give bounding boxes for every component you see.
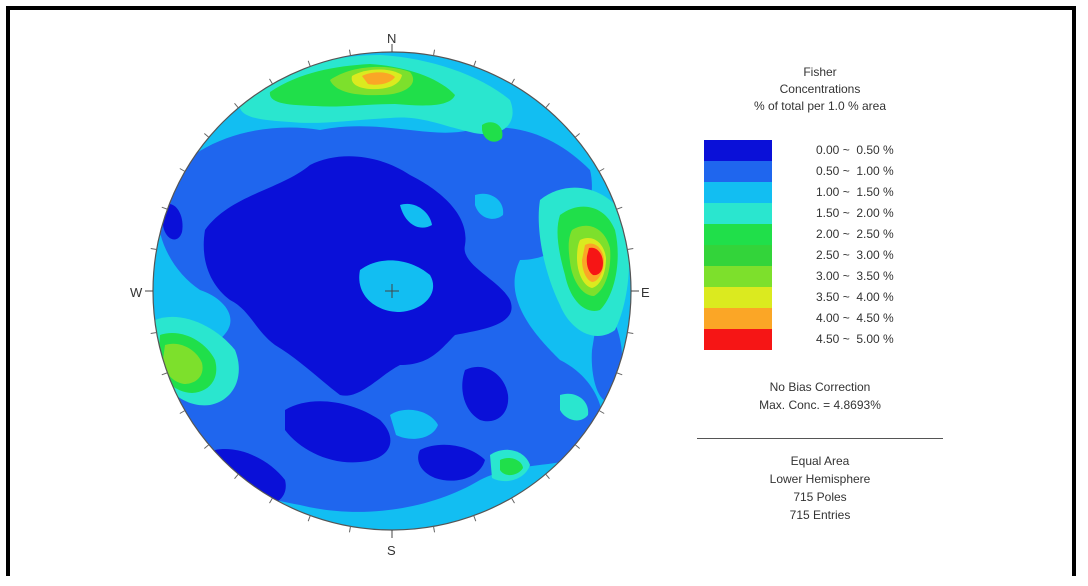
perimeter-tick: [598, 410, 605, 414]
legend-swatch: [704, 224, 772, 245]
perimeter-tick: [473, 515, 477, 522]
perimeter-tick: [269, 78, 273, 85]
perimeter-tick: [348, 49, 351, 56]
legend-title-line2: Concentrations: [779, 82, 861, 96]
west-label: W: [130, 285, 143, 300]
north-label: N: [387, 31, 397, 46]
perimeter-tick: [348, 526, 351, 533]
perimeter-tick: [179, 168, 186, 172]
perimeter-tick: [234, 473, 239, 480]
perimeter-tick: [433, 526, 436, 533]
perimeter-tick: [179, 410, 186, 414]
legend-swatch: [704, 287, 772, 308]
perimeter-tick: [511, 497, 515, 504]
legend-title-line3: % of total per 1.0 % area: [753, 99, 887, 113]
perimeter-tick: [473, 60, 477, 67]
contour-band-000-050: [203, 156, 512, 396]
legend-swatch: [704, 203, 772, 224]
contour-se-150-200-b: [560, 393, 589, 421]
contour-north-small: [482, 122, 503, 142]
cardinal-ticks: [145, 44, 639, 538]
center-cross: [385, 284, 399, 298]
perimeter-tick: [161, 372, 168, 376]
perimeter-tick: [203, 444, 210, 449]
perimeter-tick: [627, 247, 634, 250]
perimeter-tick: [433, 49, 436, 56]
contour-se-200-250: [500, 457, 523, 476]
perimeter-tick: [545, 473, 550, 480]
legend-range-label: 0.00 ~ 0.50 %: [816, 143, 894, 157]
contour-east-450-500: [586, 247, 603, 276]
legend-range-label: 2.00 ~ 2.50 %: [816, 227, 894, 241]
legend-swatch: [704, 329, 772, 350]
contour-island-100-150-c: [400, 203, 432, 228]
perimeter-tick: [150, 332, 157, 335]
perimeter-tick: [545, 102, 550, 109]
legend-swatch: [704, 182, 772, 203]
hemisphere-text: Lower Hemisphere: [769, 472, 871, 486]
legend-swatch: [704, 266, 772, 287]
entries-count-text: 715 Entries: [789, 508, 851, 522]
legend-separator: [697, 438, 943, 439]
legend-range-label: 3.00 ~ 3.50 %: [816, 269, 894, 283]
legend-range-label: 4.00 ~ 4.50 %: [816, 311, 894, 325]
contour-band-000-050-b: [285, 401, 391, 463]
contour-island-100-150-d: [475, 193, 504, 219]
legend-swatch: [704, 245, 772, 266]
east-label: E: [641, 285, 650, 300]
perimeter-tick: [269, 497, 273, 504]
max-concentration-text: Max. Conc. = 4.8693%: [759, 398, 881, 412]
legend-swatch: [704, 308, 772, 329]
perimeter-tick: [616, 206, 623, 210]
perimeter-tick: [307, 60, 311, 67]
contour-island-100-150: [359, 260, 434, 312]
legend-range-label: 4.50 ~ 5.00 %: [816, 332, 894, 346]
legend-range-label: 3.50 ~ 4.00 %: [816, 290, 894, 304]
perimeter-tick: [203, 133, 210, 138]
perimeter-tick: [574, 133, 581, 138]
perimeter-tick: [616, 372, 623, 376]
concentration-contours: [153, 52, 631, 530]
perimeter-tick: [598, 168, 605, 172]
legend-range-label: 0.50 ~ 1.00 %: [816, 164, 894, 178]
perimeter-tick: [574, 444, 581, 449]
legend-title-line1: Fisher: [803, 65, 837, 79]
perimeter-tick: [234, 102, 239, 109]
south-label: S: [387, 543, 396, 558]
contour-band-000-050-e: [418, 444, 485, 481]
contour-north-400-450: [362, 72, 395, 85]
legend-swatch: [704, 161, 772, 182]
contour-band-000-050-d: [462, 366, 509, 422]
net-ticks: [150, 49, 634, 533]
projection-type-text: Equal Area: [790, 454, 850, 468]
perimeter-tick: [307, 515, 311, 522]
legend-swatch: [704, 140, 772, 161]
legend-range-label: 1.50 ~ 2.00 %: [816, 206, 894, 220]
perimeter-tick: [161, 206, 168, 210]
contour-west-300-350: [163, 343, 203, 384]
perimeter-tick: [627, 332, 634, 335]
contour-band-000-050-f: [163, 204, 183, 240]
contour-island-100-150-b: [390, 409, 438, 439]
legend-range-label: 1.00 ~ 1.50 %: [816, 185, 894, 199]
poles-count-text: 715 Poles: [793, 490, 847, 504]
perimeter-tick: [150, 247, 157, 250]
bias-correction-text: No Bias Correction: [769, 380, 871, 394]
legend-range-label: 2.50 ~ 3.00 %: [816, 248, 894, 262]
perimeter-tick: [511, 78, 515, 85]
